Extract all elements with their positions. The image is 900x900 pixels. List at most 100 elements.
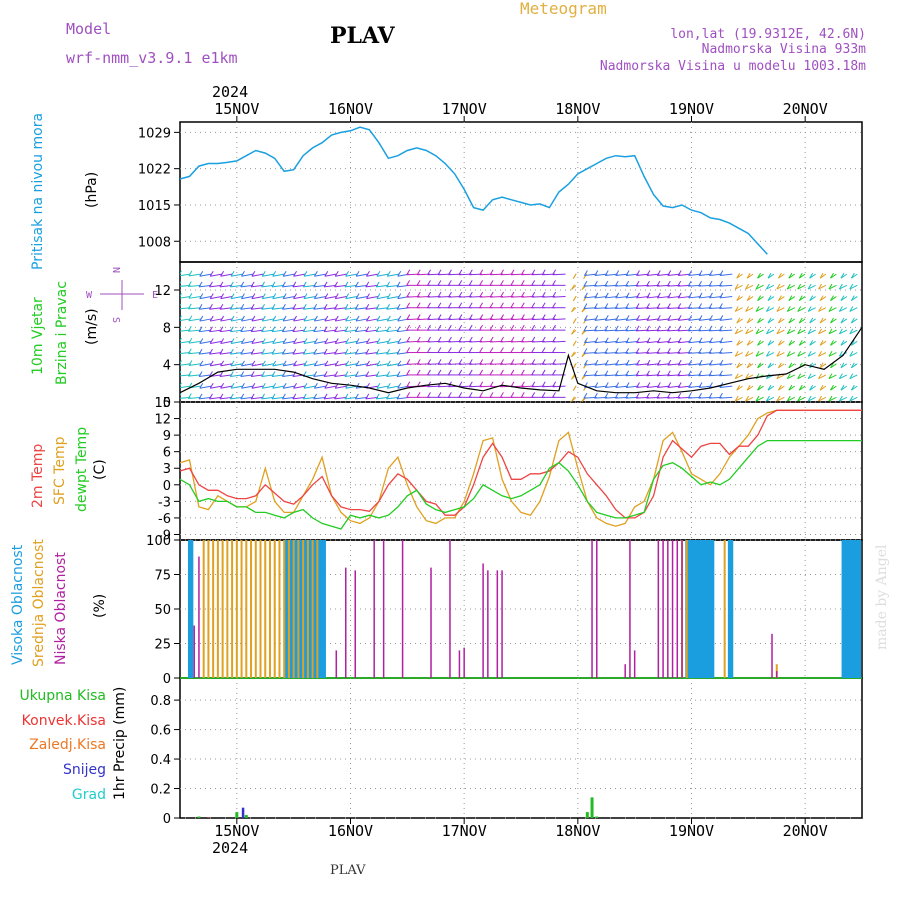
wind-barb-tick: [199, 271, 204, 277]
wind-barb-tick: [302, 393, 307, 400]
wind-barb: [797, 374, 806, 380]
wind-barb: [709, 296, 722, 299]
high-cloud-bar: [304, 540, 308, 678]
wind-barb-tick: [271, 326, 276, 332]
mid-cloud-bar: [723, 540, 726, 678]
wind-barb: [376, 296, 389, 300]
wind-barb-tick: [272, 293, 277, 299]
wind-barb: [734, 374, 743, 380]
wind-barb-tick: [757, 272, 762, 279]
temp-ytick-label: 6: [163, 446, 171, 461]
wind-barb: [271, 374, 285, 377]
wind-barb-tick: [818, 373, 822, 379]
wind-barb-tick: [500, 314, 504, 320]
low-cloud-bar: [458, 650, 461, 678]
wind-barb-tick: [416, 280, 421, 286]
wind-barb: [345, 363, 358, 367]
wind-barb-tick: [303, 293, 308, 299]
wind-barb-tick: [345, 360, 350, 367]
high-cloud-bar: [841, 540, 845, 678]
wind-barb: [709, 363, 722, 366]
wind-barb-tick: [479, 369, 484, 376]
wind-barb-tick: [437, 280, 442, 286]
wind-barb-tick: [798, 295, 803, 301]
wind-barb-tick: [365, 348, 370, 355]
wind-barb-tick: [458, 302, 463, 308]
wind-barb-tick: [345, 315, 350, 322]
wind-unit: (m/s): [84, 308, 100, 345]
total-precip-bar: [244, 815, 248, 818]
wind-barb: [251, 396, 264, 400]
wind-barb-tick: [261, 293, 266, 299]
wind-barb-tick: [736, 362, 741, 369]
wind-barb: [292, 352, 306, 355]
mid-cloud-bar: [250, 540, 253, 678]
wind-barb: [719, 352, 733, 354]
mid-cloud-bar: [278, 540, 281, 678]
wind-barb-tick: [541, 291, 546, 298]
wind-barb-tick: [828, 395, 833, 402]
wind-barb-tick: [819, 340, 824, 346]
wind-barb-tick: [376, 338, 381, 344]
mid-cloud-bar: [231, 540, 234, 678]
low-cloud-bar: [629, 540, 631, 678]
wind-barb-tick: [416, 392, 421, 398]
wind-barb-tick: [366, 293, 370, 299]
wind-barb-tick: [199, 293, 204, 299]
wind-barb-tick: [292, 304, 297, 310]
wind-barb-tick: [840, 295, 845, 301]
model-elevation-label: Nadmorska Visina u modelu 1003.18m: [600, 59, 866, 74]
wind-barb: [552, 340, 566, 343]
wind-barb-tick: [479, 280, 484, 286]
wind-barb-tick: [324, 383, 329, 389]
wind-barb-tick: [788, 384, 793, 391]
wind-barb-tick: [261, 281, 265, 288]
wind-barb-tick: [850, 384, 855, 391]
wind-barb-tick: [709, 337, 713, 343]
wind-barb-tick: [261, 315, 266, 322]
wind-barb-tick: [458, 324, 463, 331]
wind-barb-tick: [209, 304, 213, 310]
wind-barb-tick: [386, 271, 391, 277]
wind-barb-tick: [767, 362, 772, 369]
wind-barb-tick: [583, 295, 588, 302]
wind-barb: [241, 385, 254, 389]
wind-barb-tick: [766, 351, 770, 357]
wind-barb-tick: [757, 340, 762, 346]
wind-barb-tick: [838, 395, 843, 402]
wind-barb-tick: [734, 351, 739, 357]
high-cloud-bar: [687, 540, 691, 678]
wind-barb-tick: [797, 373, 802, 379]
wind-barb: [552, 363, 566, 365]
wind-barb-tick: [830, 362, 834, 369]
wind-barb: [365, 352, 379, 355]
wind-barb-tick: [416, 359, 421, 365]
wind-barb: [766, 307, 775, 312]
wind-barb-tick: [489, 291, 494, 298]
wind-barb-tick: [510, 280, 515, 286]
wind-barb-tick: [688, 382, 693, 388]
wind-barb: [210, 385, 222, 389]
wind-barb-tick: [809, 317, 814, 324]
low-cloud-bar: [354, 570, 356, 678]
wind-barb: [230, 352, 243, 355]
wind-barb-tick: [220, 293, 225, 299]
wind-barb: [615, 273, 629, 277]
wind-barb-tick: [594, 292, 599, 299]
wind-barb-tick: [458, 280, 463, 286]
wind-barb-tick: [261, 338, 266, 344]
wind-barb-tick: [625, 392, 630, 399]
x-label-top: 18NOV: [555, 100, 600, 118]
mid-cloud-bar: [283, 540, 286, 678]
low-cloud-bar: [463, 647, 465, 678]
wind-barb-tick: [240, 326, 245, 332]
wind-barb-tick: [531, 280, 536, 286]
wind-barb-tick: [667, 270, 672, 276]
wind-barb: [626, 273, 639, 277]
wind-barb-tick: [828, 306, 833, 312]
wind-barb: [646, 273, 660, 277]
wind-barb: [355, 396, 368, 400]
wind-barb-tick: [818, 395, 822, 402]
wind-barb: [251, 385, 264, 389]
low-cloud-bar: [667, 540, 669, 678]
